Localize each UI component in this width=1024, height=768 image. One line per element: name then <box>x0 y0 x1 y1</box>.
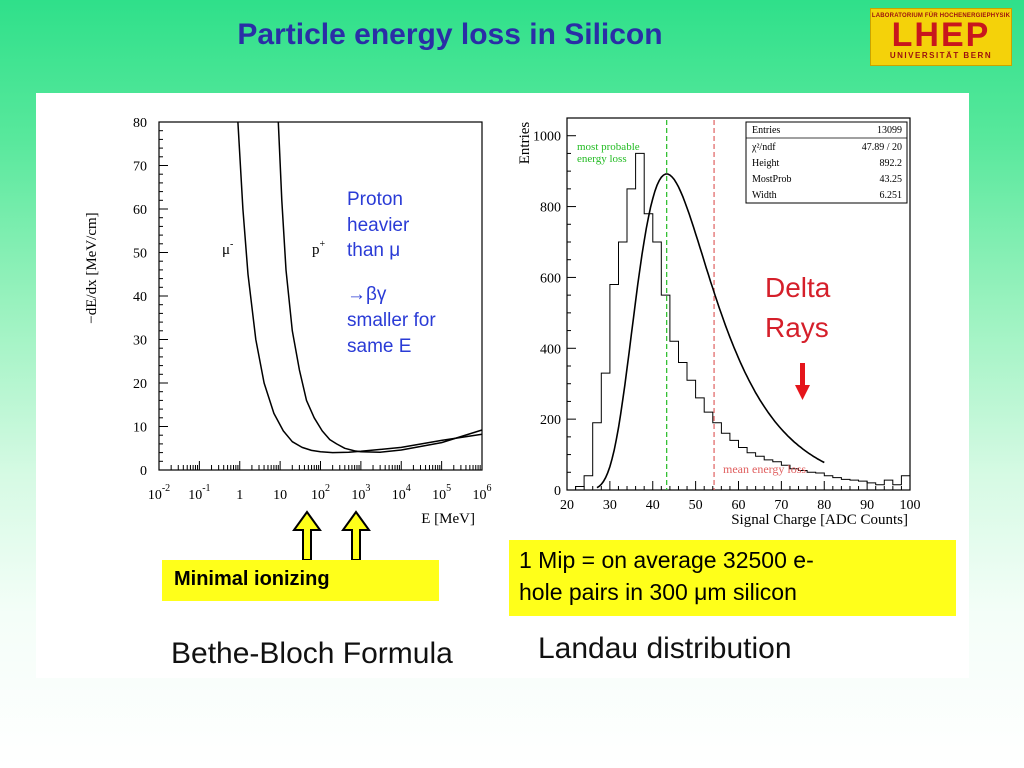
left-x-tick-label: 10 <box>273 488 287 503</box>
mpv-label-line-1: most probable <box>577 141 640 153</box>
annotation-line-6: same E <box>347 336 411 357</box>
left-x-tick-label: 10-2 <box>148 483 170 503</box>
landau-caption: Landau distribution <box>538 632 792 665</box>
delta-rays-line-2: Rays <box>765 312 829 343</box>
right-x-tick-label: 20 <box>560 498 574 513</box>
delta-arrow-head <box>795 385 810 400</box>
stats-value-width: 6.251 <box>880 190 903 201</box>
left-x-tick-label: 105 <box>432 483 451 503</box>
right-y-tick-labels: 0 200 400 600 800 1000 <box>533 130 561 499</box>
left-series-group <box>237 121 483 454</box>
logo-top-text: LABORATORIUM FÜR HOCHENERGIEPHYSIK <box>871 13 1011 19</box>
right-x-tick-label: 90 <box>860 498 874 513</box>
min-ionizing-arrow-1 <box>292 510 322 561</box>
mip-info-box: 1 Mip = on average 32500 e- hole pairs i… <box>509 540 956 616</box>
right-y-tick-label: 400 <box>540 342 561 357</box>
right-x-tick-label: 40 <box>646 498 660 513</box>
annotation-line-5: smaller for <box>347 310 436 331</box>
histogram-outline <box>567 152 910 491</box>
stats-key-height: Height <box>752 158 779 169</box>
right-y-tick-label: 200 <box>540 413 561 428</box>
logo-bottom-text: UNIVERSITÄT BERN <box>889 51 993 60</box>
right-marker-lines <box>666 120 715 490</box>
right-x-tick-label: 60 <box>732 498 746 513</box>
left-y-tick-label: 50 <box>133 247 147 262</box>
left-y-tick-label: 80 <box>133 116 147 131</box>
landau-fit-curve <box>596 173 825 489</box>
stats-value-chi2: 47.89 / 20 <box>862 142 902 153</box>
minimal-ionizing-box: Minimal ionizing <box>162 560 439 601</box>
mpv-label-line-2: energy loss <box>577 153 627 165</box>
right-x-tick-label: 70 <box>774 498 788 513</box>
mip-line-1: 1 Mip = on average 32500 e- <box>519 547 814 573</box>
proton-curve-label: p+ <box>312 239 326 258</box>
annotation-line-1: Proton <box>347 189 403 210</box>
stats-key-chi2: χ²/ndf <box>751 142 776 153</box>
stats-value-height: 892.2 <box>880 158 903 169</box>
left-x-axis-label: E [MeV] <box>421 511 475 527</box>
annotation-line-4: →βγ <box>347 284 387 305</box>
stats-box: Entries 13099 χ²/ndf 47.89 / 20 Height 8… <box>745 121 908 204</box>
right-x-axis-label: Signal Charge [ADC Counts] <box>731 512 908 528</box>
right-y-tick-label: 800 <box>540 201 561 216</box>
right-x-tick-label: 100 <box>900 498 921 513</box>
muon-curve-label: μ- <box>222 239 233 258</box>
stats-value-mostprob: 43.25 <box>880 174 903 185</box>
left-y-tick-label: 10 <box>133 421 147 436</box>
right-y-tick-label: 1000 <box>533 130 561 145</box>
stats-box-frame <box>745 121 908 204</box>
right-x-tick-labels: 20 30 40 50 60 70 80 90 100 <box>560 498 921 513</box>
left-y-tick-label: 20 <box>133 377 147 392</box>
left-y-axis-label: −dE/dx [MeV/cm] <box>84 212 100 323</box>
delta-arrow-shaft <box>800 363 805 387</box>
right-x-tick-label: 30 <box>603 498 617 513</box>
left-x-tick-labels: 10-2 10-1 1 10 102 103 104 105 106 <box>148 483 492 503</box>
slide-title: Particle energy loss in Silicon <box>237 18 663 51</box>
stats-value-entries: 13099 <box>877 125 902 136</box>
mip-line-2: hole pairs in 300 μm silicon <box>519 579 797 605</box>
left-y-tick-label: 0 <box>140 464 147 479</box>
stats-key-entries: Entries <box>752 125 780 136</box>
right-y-tick-label: 0 <box>554 484 561 499</box>
right-x-tick-label: 80 <box>817 498 831 513</box>
left-y-tick-label: 70 <box>133 160 147 175</box>
series-line-muon <box>237 121 483 454</box>
fit-group <box>596 173 825 489</box>
left-x-tick-label: 102 <box>311 483 330 503</box>
mean-energy-loss-label: mean energy loss <box>723 462 806 476</box>
left-x-tick-label: 104 <box>392 483 411 503</box>
min-ionizing-arrow-2 <box>341 510 371 561</box>
delta-rays-arrow <box>795 363 810 400</box>
left-plot-frame <box>158 121 483 471</box>
logo-main-text: LHEP <box>891 16 991 54</box>
annotation-line-2: heavier <box>347 215 410 236</box>
bethe-bloch-caption: Bethe-Bloch Formula <box>171 637 453 670</box>
left-axis-ticks <box>158 121 483 471</box>
series-line-proton <box>277 121 483 453</box>
left-y-tick-label: 60 <box>133 203 147 218</box>
stats-key-width: Width <box>752 190 777 201</box>
annotation-line-3: than μ <box>347 240 400 261</box>
left-y-tick-label: 30 <box>133 334 147 349</box>
landau-plot: 0 200 400 600 800 1000 20 30 40 50 60 70 80 90 100 En… <box>517 117 921 528</box>
right-y-tick-label: 600 <box>540 271 561 286</box>
left-x-tick-label: 103 <box>351 483 370 503</box>
lhep-logo: LABORATORIUM FÜR HOCHENERGIEPHYSIK LHEP … <box>870 8 1012 66</box>
left-y-tick-label: 40 <box>133 290 147 305</box>
stats-key-mostprob: MostProb <box>752 174 791 185</box>
left-x-tick-label: 106 <box>473 483 492 503</box>
right-axis-ticks <box>566 135 911 491</box>
histogram-group <box>567 152 910 491</box>
left-y-tick-labels: 0 10 20 30 40 50 60 70 80 <box>133 116 147 479</box>
right-y-axis-label: Entries <box>517 122 533 165</box>
right-x-tick-label: 50 <box>689 498 703 513</box>
left-x-tick-label: 1 <box>236 488 243 503</box>
delta-rays-line-1: Delta <box>765 272 831 303</box>
left-x-tick-label: 10-1 <box>188 483 210 503</box>
